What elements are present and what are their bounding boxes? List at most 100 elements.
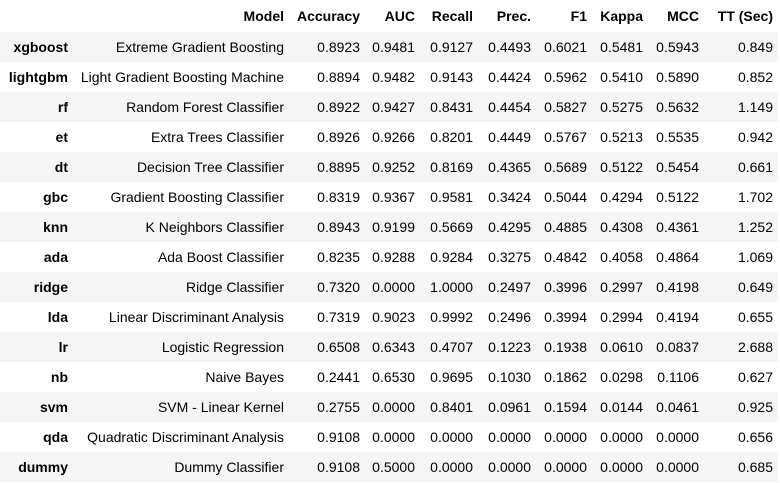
time-cell: 0.849 xyxy=(737,39,773,55)
table-row: ada Ada Boost Classifier 0.8235 0.9288 0.928… xyxy=(0,242,778,272)
precision-cell: 0.4454 xyxy=(488,99,531,115)
time-cell: 1.252 xyxy=(737,219,773,235)
precision-cell: 0.4493 xyxy=(488,39,531,55)
time-cell: 0.852 xyxy=(737,69,773,85)
precision-cell: 0.0961 xyxy=(488,399,531,415)
time-cell: 2.688 xyxy=(737,339,773,355)
mcc-cell: 0.4198 xyxy=(656,279,699,295)
kappa-cell: 0.4308 xyxy=(600,219,643,235)
recall-cell: 0.9143 xyxy=(430,69,473,85)
kappa-cell: 0.5213 xyxy=(600,129,643,145)
kappa-cell: 0.5481 xyxy=(600,39,643,55)
precision-header: Prec. xyxy=(496,8,531,24)
time-cell: 1.702 xyxy=(737,189,773,205)
kappa-cell: 0.0144 xyxy=(600,399,643,415)
accuracy-cell: 0.6508 xyxy=(317,339,360,355)
model-name-cell: Linear Discriminant Analysis xyxy=(108,309,284,325)
model-name-cell: Ada Boost Classifier xyxy=(157,249,284,265)
kappa-cell: 0.0610 xyxy=(600,339,643,355)
mcc-cell: 0.0000 xyxy=(656,459,699,475)
table-row: knn K Neighbors Classifier 0.8943 0.9199 0.5… xyxy=(0,212,778,242)
precision-cell: 0.2496 xyxy=(488,309,531,325)
recall-cell: 0.8169 xyxy=(430,159,473,175)
model-name-cell: Naive Bayes xyxy=(205,369,284,385)
auc-cell: 0.0000 xyxy=(372,399,415,415)
f1-cell: 0.3994 xyxy=(544,309,587,325)
table-row: xgboost Extreme Gradient Boosting 0.8923 0.… xyxy=(0,32,778,62)
auc-cell: 0.6530 xyxy=(372,369,415,385)
time-header: TT (Sec) xyxy=(717,8,773,24)
f1-cell: 0.5962 xyxy=(544,69,587,85)
recall-cell: 0.9695 xyxy=(430,369,473,385)
row-index-label: xgboost xyxy=(13,39,68,55)
accuracy-cell: 0.8922 xyxy=(317,99,360,115)
recall-cell: 0.8201 xyxy=(430,129,473,145)
f1-cell: 0.6021 xyxy=(544,39,587,55)
auc-cell: 0.0000 xyxy=(372,279,415,295)
time-cell: 1.069 xyxy=(737,249,773,265)
kappa-cell: 0.4294 xyxy=(600,189,643,205)
model-name-cell: Quadratic Discriminant Analysis xyxy=(87,429,284,445)
accuracy-cell: 0.8895 xyxy=(317,159,360,175)
auc-cell: 0.9266 xyxy=(372,129,415,145)
recall-cell: 0.9581 xyxy=(430,189,473,205)
recall-cell: 0.8401 xyxy=(430,399,473,415)
model-name-cell: Light Gradient Boosting Machine xyxy=(80,69,284,85)
row-index-label: lightgbm xyxy=(8,69,68,85)
mcc-cell: 0.5535 xyxy=(656,129,699,145)
table-row: qda Quadratic Discriminant Analysis 0.9108… xyxy=(0,422,778,452)
auc-cell: 0.0000 xyxy=(372,429,415,445)
row-index-label: lda xyxy=(47,309,68,325)
table-row: lda Linear Discriminant Analysis 0.7319 0.9… xyxy=(0,302,778,332)
auc-cell: 0.9288 xyxy=(372,249,415,265)
table-row: gbc Gradient Boosting Classifier 0.8319 0.9… xyxy=(0,182,778,212)
precision-cell: 0.1030 xyxy=(488,369,531,385)
f1-cell: 0.1938 xyxy=(544,339,587,355)
f1-cell: 0.5689 xyxy=(544,159,587,175)
row-index-label: qda xyxy=(43,429,68,445)
time-cell: 0.661 xyxy=(737,159,773,175)
recall-cell: 0.9992 xyxy=(430,309,473,325)
table-header: Model Accuracy AUC Recall Prec. F1 Kappa MCC TT … xyxy=(0,0,778,32)
time-cell: 0.685 xyxy=(737,459,773,475)
accuracy-header: Accuracy xyxy=(296,8,360,24)
precision-cell: 0.2497 xyxy=(488,279,531,295)
table-row: lightgbm Light Gradient Boosting Machine 0… xyxy=(0,62,778,92)
recall-cell: 0.0000 xyxy=(430,459,473,475)
accuracy-cell: 0.8926 xyxy=(317,129,360,145)
row-index-label: et xyxy=(55,129,68,145)
auc-cell: 0.6343 xyxy=(372,339,415,355)
mcc-cell: 0.0837 xyxy=(656,339,699,355)
f1-cell: 0.1862 xyxy=(544,369,587,385)
accuracy-cell: 0.7320 xyxy=(317,279,360,295)
recall-header: Recall xyxy=(431,8,473,24)
model-name-cell: Ridge Classifier xyxy=(185,279,284,295)
precision-cell: 0.4424 xyxy=(488,69,531,85)
row-index-label: rf xyxy=(57,99,68,115)
model-header: Model xyxy=(243,8,284,24)
precision-cell: 0.0000 xyxy=(488,429,531,445)
auc-cell: 0.9482 xyxy=(372,69,415,85)
model-name-cell: Extra Trees Classifier xyxy=(150,129,284,145)
kappa-cell: 0.0000 xyxy=(600,459,643,475)
mcc-cell: 0.5890 xyxy=(656,69,699,85)
row-index-label: dummy xyxy=(18,459,68,475)
mcc-cell: 0.4194 xyxy=(656,309,699,325)
row-index-label: lr xyxy=(58,339,68,355)
table-row: svm SVM - Linear Kernel 0.2755 0.0000 0.8401… xyxy=(0,392,778,422)
accuracy-cell: 0.8319 xyxy=(317,189,360,205)
accuracy-cell: 0.8894 xyxy=(317,69,360,85)
model-name-cell: Extreme Gradient Boosting xyxy=(115,39,284,55)
accuracy-cell: 0.8235 xyxy=(317,249,360,265)
time-cell: 0.942 xyxy=(737,129,773,145)
mcc-cell: 0.1106 xyxy=(657,369,699,385)
table-row: et Extra Trees Classifier 0.8926 0.9266 0.82… xyxy=(0,122,778,152)
row-index-label: nb xyxy=(50,369,68,385)
time-cell: 0.925 xyxy=(737,399,773,415)
recall-cell: 0.0000 xyxy=(430,429,473,445)
row-index-label: dt xyxy=(54,159,68,175)
row-index-label: gbc xyxy=(43,189,68,205)
mcc-cell: 0.0461 xyxy=(656,399,699,415)
precision-cell: 0.4365 xyxy=(488,159,531,175)
model-name-cell: Decision Tree Classifier xyxy=(136,159,284,175)
